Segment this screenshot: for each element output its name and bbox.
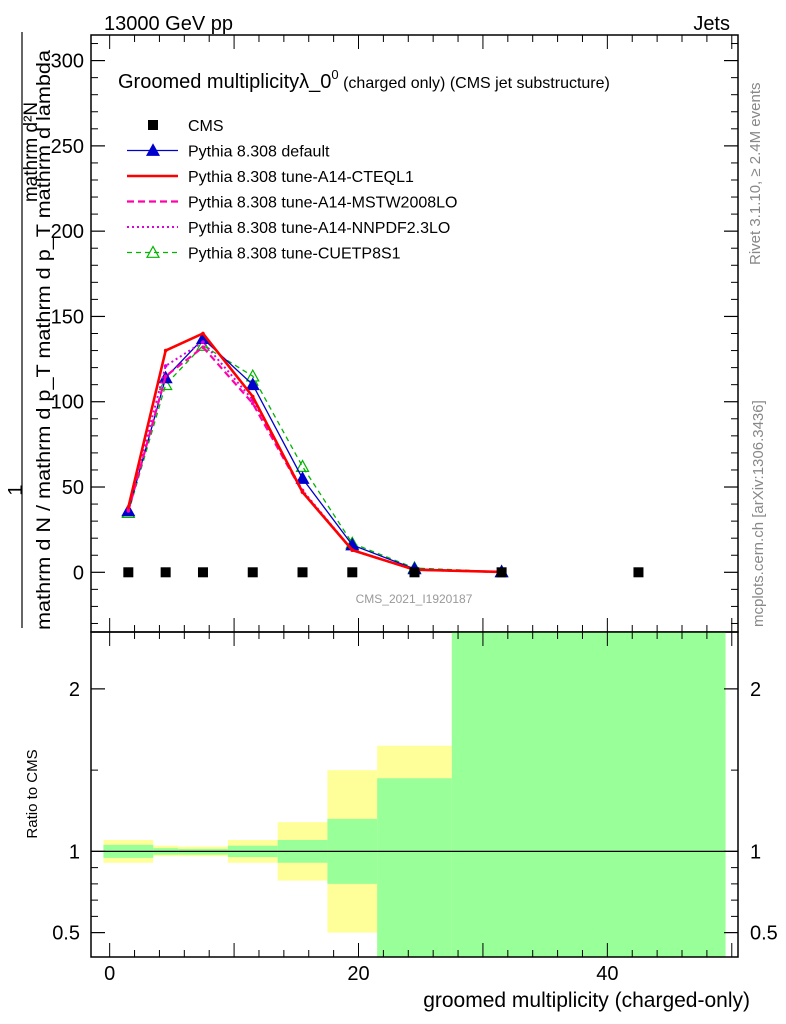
legend-entry-nnpdf: Pythia 8.308 tune-A14-NNPDF2.3LO [127,220,450,237]
main-title-tail: (charged only) (CMS jet substructure) [339,75,610,92]
legend-entry-mstw: Pythia 8.308 tune-A14-MSTW2008LO [127,195,457,212]
ratio-ytick-label: 2 [69,679,80,701]
point-nnpdf [163,364,168,368]
main-ytick-label: 150 [51,306,84,328]
point-cms [197,567,208,578]
point-cms [160,567,171,578]
legend-marker-cuetp8s1 [145,245,161,258]
main-panel: 0 50 100 150 200 250 300 Groomed multiplicityλ… [51,34,739,633]
series-line-cuetp8s1 [127,344,502,573]
point-nnpdf [201,340,205,344]
x-axis-label: groomed multiplicity (charged-only) [423,989,750,1012]
ratio-band-inner [377,778,452,957]
side-label-rivet: Rivet 3.1.10, ≥ 2.4M events [747,83,764,266]
legend-entry-cuetp8s1: Pythia 8.308 tune-CUETP8S1 [127,245,401,263]
legend-entry-cms: CMS [148,118,224,135]
point-cteql1 [201,331,205,336]
point-cteql1 [350,548,355,552]
side-label-mcplots: mcplots.cern.ch [arXiv:1306.3436] [750,400,767,627]
ratio-ylabel: Ratio to CMS [24,749,41,838]
point-mstw [126,509,131,513]
ratio-ytick-label: 1 [69,841,80,863]
point-mstw [201,345,205,349]
xtick-label: 0 [104,963,115,985]
point-mstw [250,401,255,406]
main-ytick-label: 300 [51,51,84,73]
point-cms [496,567,507,578]
ratio-panel: 0.5 0.51 12 20 20 40 Ratio to CMS groomed mul… [24,631,778,1012]
watermark: CMS_2021_I1920187 [356,592,473,606]
legend-entry-default: Pythia 8.308 default [127,143,330,161]
point-cteql1 [126,505,131,510]
main-title-text: Groomed multiplicityλ_0 [118,71,331,93]
legend-label-cteql1: Pythia 8.308 tune-A14-CTEQL1 [188,169,414,186]
point-cteql1 [250,394,255,399]
legend-label-default: Pythia 8.308 default [188,144,330,161]
point-cms [347,567,358,578]
point-cms [123,567,134,578]
point-cuetp8s1 [158,377,173,391]
main-title: Groomed multiplicityλ_00 (charged only) … [118,67,610,93]
header-right: Jets [693,13,730,35]
ratio-ytick-label-right: 2 [750,679,761,701]
legend-marker-cms [148,120,158,130]
point-mstw [163,374,168,378]
legend-label-nnpdf: Pythia 8.308 tune-A14-NNPDF2.3LO [188,220,450,237]
main-ylabel: 1 mathrm d²N mathrm d N / mathrm d p_T m… [5,32,55,630]
xtick-label: 40 [596,963,618,985]
main-frame [90,34,739,633]
main-ylabel-lead: 1 [5,484,27,495]
legend: CMS Pythia 8.308 default Pythia 8.308 tune… [127,118,457,263]
ratio-band-inner [451,632,726,957]
ratio-frame [90,631,739,958]
legend-label-cuetp8s1: Pythia 8.308 tune-CUETP8S1 [188,246,401,263]
ratio-ytick-label-right: 1 [750,841,761,863]
header-left: 13000 GeV pp [104,13,233,35]
main-ytick-label: 100 [51,392,84,414]
ratio-bands [103,632,726,957]
main-ylabel-line1: mathrm d²N [21,102,42,202]
point-cms [633,567,644,578]
point-cms [297,567,308,578]
main-ytick-label: 250 [51,136,84,158]
legend-entry-cteql1: Pythia 8.308 tune-A14-CTEQL1 [127,169,414,186]
main-axis-ticks: 0 50 100 150 200 250 300 [51,35,738,632]
point-cms [409,567,420,578]
xtick-label: 20 [347,963,369,985]
main-ytick-label: 50 [62,477,84,499]
point-cteql1 [300,490,305,494]
series-line-mstw [127,345,502,574]
ratio-axis-ticks: 0.5 0.51 12 20 20 40 [52,632,778,985]
legend-label-mstw: Pythia 8.308 tune-A14-MSTW2008LO [188,195,457,212]
series-line-cteql1 [127,331,502,574]
main-ylabel-line2: mathrm d N / mathrm d p_T mathrm d p_T m… [34,50,55,630]
point-cms [247,567,258,578]
ratio-ytick-label-right: 0.5 [750,923,778,945]
point-default [295,471,310,484]
legend-marker-default [145,143,161,156]
legend-label-cms: CMS [188,118,224,135]
main-ytick-label: 0 [73,562,84,584]
point-default [245,377,260,391]
point-cteql1 [163,348,168,353]
main-title-superscript: 0 [331,67,338,82]
main-series-layer [121,331,644,578]
main-ytick-label: 200 [51,221,84,243]
ratio-ytick-label: 0.5 [52,923,80,945]
